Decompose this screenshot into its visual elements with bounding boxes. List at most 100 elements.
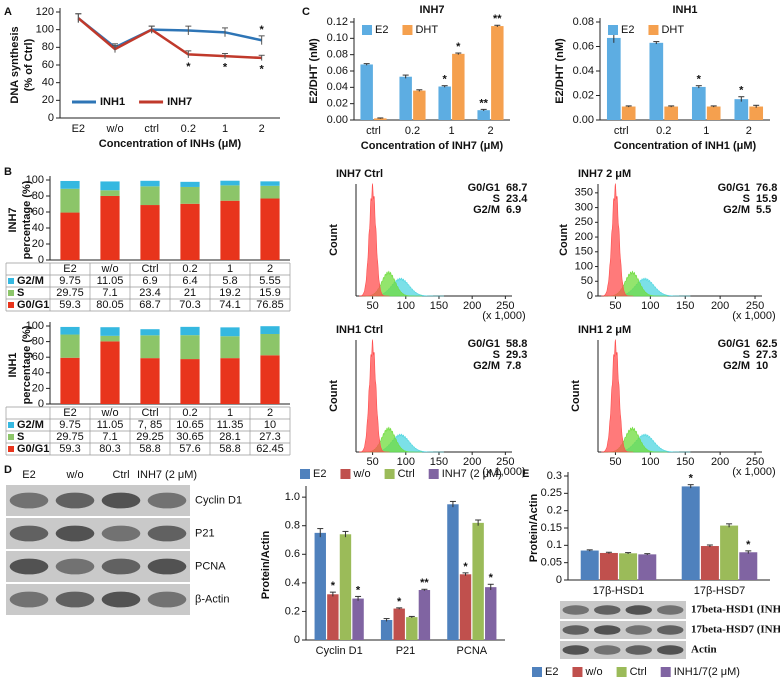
y-tick-label: 60 xyxy=(32,351,44,363)
stacked-bar xyxy=(260,181,280,186)
panel-label: B xyxy=(4,166,12,178)
table-row-label: S xyxy=(17,431,24,443)
significance: * xyxy=(489,572,494,584)
table-row-label: G0/G1 xyxy=(17,443,49,455)
table-header: E2 xyxy=(63,407,76,419)
blot-band xyxy=(657,605,684,615)
blot-band xyxy=(55,492,95,509)
phase-name: G0/G1 xyxy=(468,338,500,350)
blot-band xyxy=(101,525,141,542)
y-axis-label: Count xyxy=(328,380,340,412)
y-tick-label: 20 xyxy=(32,382,44,394)
stacked-bar xyxy=(260,355,280,404)
y-tick-label: 0 xyxy=(294,634,300,646)
legend-label: INH1 xyxy=(100,96,125,108)
blot-column-label: E2 xyxy=(22,469,35,481)
table-cell: 80.3 xyxy=(99,443,120,455)
x-tick-label: ctrl xyxy=(366,125,381,137)
table-cell: 30.65 xyxy=(176,431,204,443)
x-tick-label: 1 xyxy=(222,123,228,135)
table-cell: 80.05 xyxy=(96,299,124,311)
stacked-bar xyxy=(260,333,280,356)
y-tick-label: 0.00 xyxy=(327,114,348,126)
bar xyxy=(606,37,621,120)
y-axis-label: INH7 xyxy=(7,207,19,232)
phase-value: 58.8 xyxy=(506,338,527,350)
y-tick-label: 150 xyxy=(575,246,593,258)
table-swatch xyxy=(8,422,14,428)
x-tick-label: 17β-HSD7 xyxy=(694,585,746,597)
y-tick-label: 40 xyxy=(32,367,44,379)
blot-band xyxy=(55,525,95,542)
x-tick-label: ctrl xyxy=(614,125,629,137)
phase-value: 15.9 xyxy=(756,193,777,205)
stacked-bar xyxy=(260,185,280,199)
stacked-bar xyxy=(220,180,240,186)
blot-row-label: Cyclin D1 xyxy=(195,494,242,506)
phase-name: G0/G1 xyxy=(718,182,750,194)
blot-band xyxy=(101,591,141,608)
x-tick-label: 250 xyxy=(496,456,514,468)
table-cell: 57.6 xyxy=(179,443,200,455)
stacked-bar xyxy=(180,186,200,204)
x-tick-label: 100 xyxy=(397,300,415,312)
legend-swatch xyxy=(384,469,395,479)
phase-name: G0/G1 xyxy=(718,338,750,350)
table-header: 2 xyxy=(267,263,273,275)
y-axis-label: percentage (%) xyxy=(21,325,33,404)
phase-value: 29.3 xyxy=(506,349,527,361)
blot-band xyxy=(625,625,652,635)
blot-band xyxy=(562,645,589,655)
table-cell: 10 xyxy=(264,419,276,431)
phase-value: 76.8 xyxy=(756,182,777,194)
stacked-bar xyxy=(180,335,200,360)
y-tick-label: 0 xyxy=(38,398,44,410)
table-cell: 6.4 xyxy=(182,275,197,287)
table-cell: 28.1 xyxy=(219,431,240,443)
legend-swatch xyxy=(660,667,671,677)
table-cell: 59.3 xyxy=(59,443,80,455)
bar xyxy=(339,534,352,640)
y-tick-label: 0.1 xyxy=(547,539,562,551)
y-tick-label: 250 xyxy=(575,216,593,228)
legend-label: Ctrl xyxy=(398,468,415,480)
phase-value: 10 xyxy=(756,360,768,372)
table-header: w/o xyxy=(100,407,118,419)
blot-band xyxy=(657,645,684,655)
phase-value: 6.9 xyxy=(506,204,521,216)
table-swatch xyxy=(8,290,14,296)
y-tick-label: 300 xyxy=(575,201,593,213)
x-tick-label: 1 xyxy=(703,125,709,137)
phase-value: 62.5 xyxy=(756,338,777,350)
blot-strip xyxy=(560,621,686,639)
stacked-bar xyxy=(60,188,80,213)
bar xyxy=(485,587,497,640)
bar xyxy=(399,76,412,120)
significance: * xyxy=(746,539,751,551)
y-tick-label: 40 xyxy=(32,222,44,234)
y-tick-label: 0 xyxy=(587,290,593,302)
bar xyxy=(739,552,758,580)
table-cell: 70.3 xyxy=(179,299,200,311)
table-header: E2 xyxy=(63,263,76,275)
legend-swatch xyxy=(428,469,439,479)
stacked-bar xyxy=(180,326,200,336)
x-tick-label: P21 xyxy=(396,645,416,657)
table-swatch xyxy=(8,446,14,452)
x-tick-label: 150 xyxy=(430,456,448,468)
phase-name: S xyxy=(493,349,500,361)
blot-column-label: INH7 (2 μM) xyxy=(137,469,197,481)
table-cell: 9.75 xyxy=(59,275,80,287)
stacked-bar xyxy=(220,358,240,404)
bar xyxy=(406,617,418,640)
x-tick-label: 250 xyxy=(496,300,514,312)
blot-band xyxy=(9,525,49,542)
y-tick-label: 100 xyxy=(575,260,593,272)
blot-band xyxy=(101,492,141,509)
x-tick-label: 0.2 xyxy=(405,125,420,137)
significance: * xyxy=(331,580,336,592)
table-cell: 7.1 xyxy=(102,287,117,299)
phase-name: S xyxy=(743,349,750,361)
phase-name: S xyxy=(743,193,750,205)
x-unit: (x 1,000) xyxy=(482,310,525,322)
